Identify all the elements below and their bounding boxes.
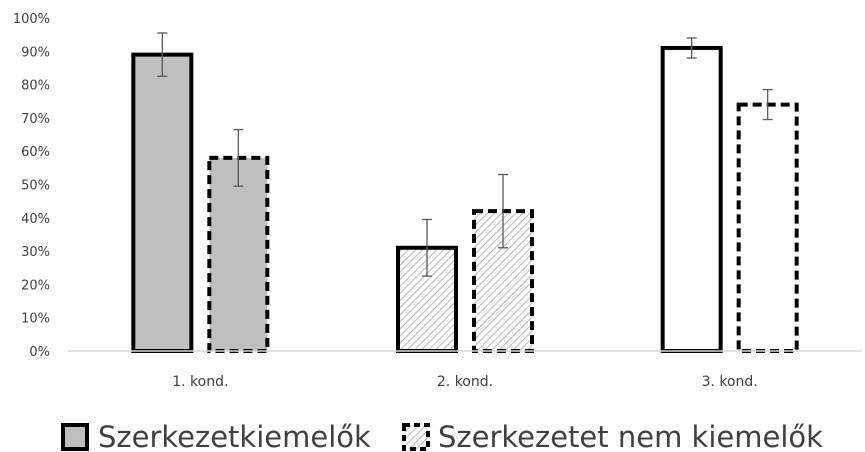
legend-label-series-2: Szerkezetet nem kiemelők <box>438 420 823 452</box>
x-tick-label: 3. kond. <box>702 374 758 390</box>
legend: Szerkezetkiemelők Szerkezetet nem kiemel… <box>61 420 823 452</box>
x-tick-label: 2. kond. <box>437 374 493 390</box>
bar <box>736 102 799 353</box>
bars <box>131 45 799 354</box>
y-tick-label: 10% <box>21 312 50 327</box>
error-bars <box>157 32 773 277</box>
y-tick-label: 100% <box>13 12 50 27</box>
y-tick-label: 80% <box>21 79 50 94</box>
y-tick-label: 60% <box>21 145 50 160</box>
legend-swatch-dashed <box>402 423 430 451</box>
y-tick-label: 20% <box>21 278 50 293</box>
bar-chart: 0% 10% 20% 30% 40% 50% 60% 70% 80% 90% 100% 1. kon… <box>13 12 862 390</box>
bar <box>660 45 723 353</box>
legend-swatch-solid <box>61 423 89 451</box>
y-tick-label: 0% <box>29 345 50 360</box>
x-axis: 1. kond. 2. kond. 3. kond. <box>68 350 862 390</box>
y-tick-label: 40% <box>21 212 50 227</box>
y-tick-label: 30% <box>21 245 50 260</box>
y-tick-label: 70% <box>21 112 50 127</box>
legend-label-series-1: Szerkezetkiemelők <box>98 420 371 452</box>
y-tick-label: 50% <box>21 179 50 194</box>
y-tick-label: 90% <box>21 45 50 60</box>
x-tick-label: 1. kond. <box>172 374 228 390</box>
y-axis: 0% 10% 20% 30% 40% 50% 60% 70% 80% 90% 100% <box>13 12 50 360</box>
bar <box>131 52 194 353</box>
bar <box>207 155 270 353</box>
